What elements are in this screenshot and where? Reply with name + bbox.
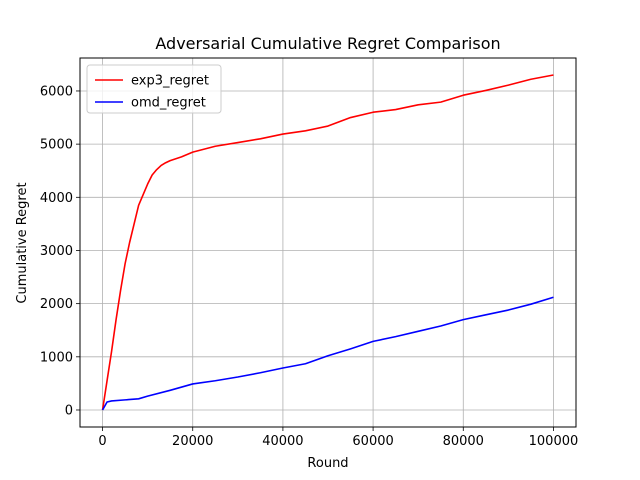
x-tick-label: 0: [98, 434, 106, 449]
y-tick-label: 3000: [40, 244, 73, 259]
y-axis-ticks: 0 1000 2000 3000 4000 5000 6000: [40, 84, 80, 418]
series-line-omd-regret: [101, 296, 554, 411]
legend-box: [86, 64, 222, 114]
y-tick-label: 2000: [40, 297, 73, 312]
x-tick-label: 40000: [262, 434, 303, 449]
legend: exp3_regret omd_regret: [86, 64, 222, 114]
chart-title: Adversarial Cumulative Regret Comparison: [155, 34, 500, 53]
series-line-exp3-regret: [101, 74, 554, 411]
series-group: [101, 74, 554, 411]
y-tick-label: 4000: [40, 191, 73, 206]
y-tick-label: 0: [65, 403, 73, 418]
legend-label: exp3_regret: [131, 74, 209, 89]
plot-frame: [79, 57, 577, 428]
y-tick-label: 5000: [40, 138, 73, 153]
x-tick-label: 100000: [529, 434, 579, 449]
legend-label: omd_regret: [131, 96, 206, 111]
x-axis-label: Round: [307, 456, 348, 471]
x-axis-ticks: 0 20000 40000 60000 80000 100000: [98, 427, 578, 449]
x-tick-label: 80000: [443, 434, 484, 449]
grid-lines: [80, 58, 576, 427]
x-tick-label: 20000: [172, 434, 213, 449]
y-tick-label: 1000: [40, 350, 73, 365]
y-axis-label: Cumulative Regret: [15, 182, 30, 303]
y-tick-label: 6000: [40, 84, 73, 99]
x-tick-label: 60000: [352, 434, 393, 449]
